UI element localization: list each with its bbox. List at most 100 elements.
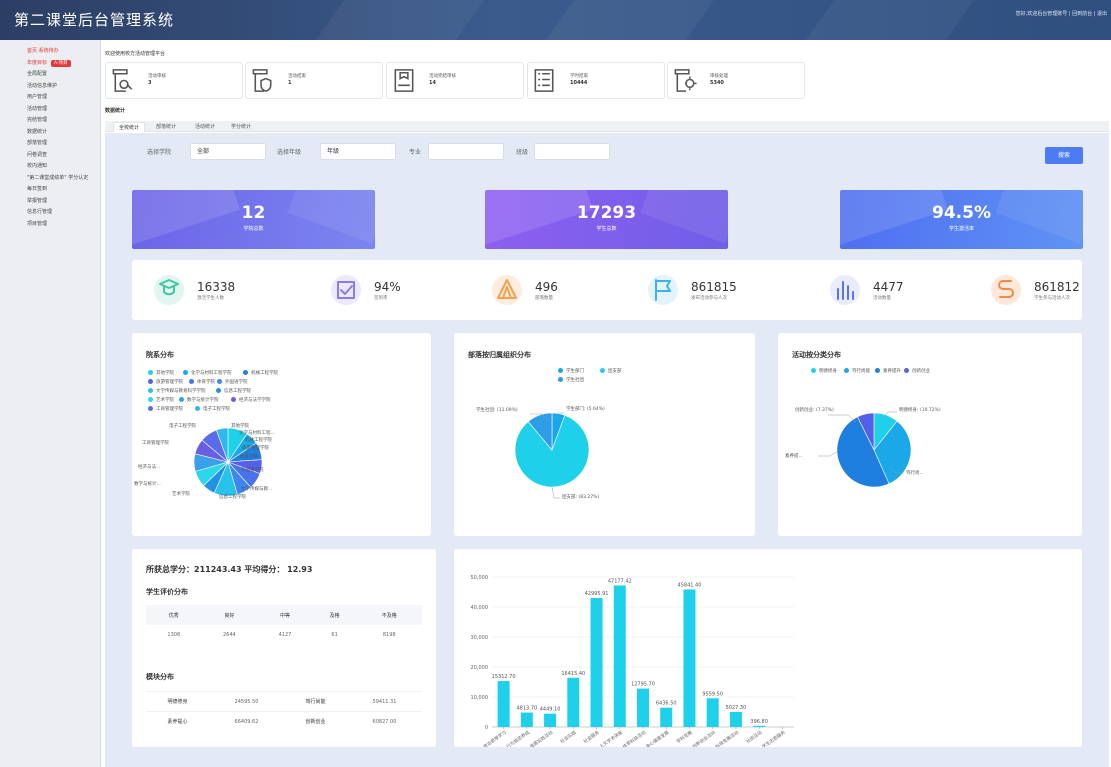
major-input[interactable] bbox=[428, 143, 504, 160]
metric-item: 4477 活动数量 bbox=[816, 260, 976, 320]
sidebar-item[interactable]: 项目管理 bbox=[0, 219, 100, 231]
metric-item: 861812 学生参与活动人次 bbox=[977, 260, 1111, 320]
sidebar-item[interactable]: 完结管理 bbox=[0, 115, 100, 127]
legend-item[interactable]: 经济与法学学院 bbox=[231, 397, 271, 403]
sidebar-item-label: 问卷调查 bbox=[27, 151, 48, 158]
sidebar-item[interactable]: 首页 系统待办 bbox=[0, 46, 100, 58]
college-slice-label: 经济与法... bbox=[138, 465, 161, 470]
legend-item[interactable]: 学生部门 bbox=[558, 368, 584, 374]
sidebar-item[interactable]: 每日签到 bbox=[0, 184, 100, 196]
legend-item[interactable]: 工商管理学院 bbox=[148, 406, 183, 412]
legend-item[interactable]: 创新创业 bbox=[904, 368, 930, 374]
bar[interactable] bbox=[706, 698, 719, 727]
sidebar-item[interactable]: 年度目标 A-项目 bbox=[0, 58, 100, 70]
doc-search-icon bbox=[112, 69, 133, 92]
legend-label: 明德修身 bbox=[819, 369, 837, 374]
sidebar-item[interactable]: 举报管理 bbox=[0, 196, 100, 208]
pie-slice bbox=[527, 412, 553, 451]
legend-label: 旅游管理学院 bbox=[156, 380, 183, 385]
tribe-label-department: 学生部门: (5.64%) bbox=[566, 407, 605, 412]
pie-slice bbox=[836, 416, 890, 488]
legend-label: 创新创业 bbox=[912, 369, 930, 374]
legend-item[interactable]: 其他学院 bbox=[148, 370, 174, 376]
legend-item[interactable]: 明德修身 bbox=[811, 368, 837, 374]
quick-card[interactable]: 活动审核 3 bbox=[105, 62, 243, 99]
bar-value-label: 4449.10 bbox=[540, 707, 561, 713]
module-row: 素养提心 66409.62 创新创业 60827.00 bbox=[146, 711, 422, 732]
metric-label: 活动数量 bbox=[873, 296, 891, 301]
tab-2[interactable]: 活动统计 bbox=[195, 124, 216, 130]
main-content: 欢迎使用校方活动管理平台 活动审核 3 活动结束 1 活动完结审核 14 学时结束 10444… bbox=[101, 40, 1111, 767]
bar[interactable] bbox=[729, 711, 742, 727]
user-links[interactable]: 您好,欢迎后台管理账号 | 回到前台 | 退出 bbox=[1015, 11, 1107, 17]
bar[interactable] bbox=[613, 585, 626, 727]
app-title: 第二课堂后台管理系统 bbox=[14, 11, 175, 29]
legend-item[interactable]: 外国语学院 bbox=[217, 379, 248, 385]
quick-card[interactable]: 学时结束 10444 bbox=[527, 62, 665, 99]
college-label: 选择学院 bbox=[147, 149, 172, 156]
x-tick: 社会服务 bbox=[582, 729, 601, 745]
search-button[interactable]: 搜索 bbox=[1045, 147, 1083, 164]
sidebar-item-label: 举报管理 bbox=[27, 197, 48, 204]
legend-item[interactable]: 机械工程学院 bbox=[243, 370, 278, 376]
tab-3[interactable]: 学分统计 bbox=[231, 124, 252, 130]
sidebar-item[interactable]: 校内通知 bbox=[0, 161, 100, 173]
bar[interactable] bbox=[660, 707, 673, 727]
sidebar-item[interactable]: 部落管理 bbox=[0, 138, 100, 150]
bar[interactable] bbox=[753, 725, 766, 727]
eval-value: 8198 bbox=[382, 632, 396, 638]
quick-card[interactable]: 活动结束 1 bbox=[245, 62, 383, 99]
sidebar-item[interactable]: 全局配置 bbox=[0, 69, 100, 81]
legend-item[interactable]: 艺术学院 bbox=[148, 397, 174, 403]
bar[interactable] bbox=[497, 681, 510, 727]
student-icon bbox=[154, 275, 184, 305]
credits-bar-card: 0 10,000 20,000 30,000 40,000 50,000 15312.70 政… bbox=[454, 549, 1082, 750]
quick-card[interactable]: 活动完结审核 14 bbox=[386, 62, 524, 99]
total-credits: 所获总学分：211243.43 平均得分： 12.93 bbox=[146, 565, 313, 574]
bar[interactable] bbox=[520, 712, 533, 727]
bar[interactable] bbox=[567, 677, 580, 727]
legend-item[interactable]: 体育学院 bbox=[189, 379, 215, 385]
metric-value: 861812 bbox=[1034, 280, 1080, 294]
quick-card[interactable]: 审核处理 5340 bbox=[667, 62, 805, 99]
legend-item[interactable]: 文学传媒与教育科学学院 bbox=[148, 388, 206, 394]
legend-item[interactable]: 学生社团 bbox=[558, 377, 584, 383]
tab-1[interactable]: 部落统计 bbox=[156, 124, 177, 130]
sidebar-item[interactable]: 活动管理 bbox=[0, 104, 100, 116]
module-row: 明德修身 24595.50 笃行尚能 59411.31 bbox=[146, 691, 422, 712]
sidebar-item-label: 年度目标 bbox=[27, 59, 48, 66]
bar[interactable] bbox=[590, 598, 603, 727]
sidebar-item[interactable]: 数据统计 bbox=[0, 127, 100, 139]
pie-slice bbox=[215, 427, 229, 463]
grade-select[interactable]: 年级 bbox=[320, 143, 396, 160]
sidebar-item[interactable]: 活动信息维护 bbox=[0, 81, 100, 93]
bar[interactable] bbox=[683, 589, 696, 727]
legend-item[interactable]: 素养提升 bbox=[875, 368, 901, 374]
sidebar-item[interactable]: 信息行管理 bbox=[0, 207, 100, 219]
bar[interactable] bbox=[637, 688, 649, 727]
metric-label: 签到率 bbox=[374, 296, 388, 301]
legend-dot bbox=[148, 379, 153, 384]
major-label: 专业 bbox=[409, 149, 422, 156]
legend-item[interactable]: 信息工程学院 bbox=[216, 388, 251, 394]
sidebar-item-label: 每日签到 bbox=[27, 186, 48, 192]
sidebar-item[interactable]: "第二课堂成绩单" 学分认定 bbox=[0, 173, 100, 185]
sidebar-item-label: 全局配置 bbox=[27, 71, 48, 77]
college-select[interactable]: 全部 bbox=[190, 143, 266, 160]
legend-item[interactable]: 化学与材料工程学院 bbox=[183, 370, 232, 376]
sidebar-item[interactable]: 用户管理 bbox=[0, 92, 100, 104]
bar-value-label: 6436.50 bbox=[656, 701, 677, 707]
tab-0[interactable]: 全校统计 bbox=[113, 122, 146, 132]
legend-item[interactable]: 笃行尚能 bbox=[844, 368, 870, 374]
bar[interactable] bbox=[544, 713, 557, 727]
legend-dot bbox=[600, 368, 605, 373]
class-input[interactable] bbox=[534, 143, 610, 160]
bar-value-label: 9559.50 bbox=[702, 691, 723, 697]
sidebar-item-label: 部落管理 bbox=[27, 140, 48, 146]
legend-item[interactable]: 旅游管理学院 bbox=[148, 379, 183, 385]
sidebar-item[interactable]: 问卷调查 bbox=[0, 150, 100, 162]
legend-item[interactable]: 团支部 bbox=[600, 368, 622, 374]
x-tick: 道德实践活动 bbox=[528, 729, 555, 747]
legend-item[interactable]: 数学与统计学院 bbox=[179, 397, 219, 403]
legend-item[interactable]: 电子工程学院 bbox=[195, 406, 230, 412]
